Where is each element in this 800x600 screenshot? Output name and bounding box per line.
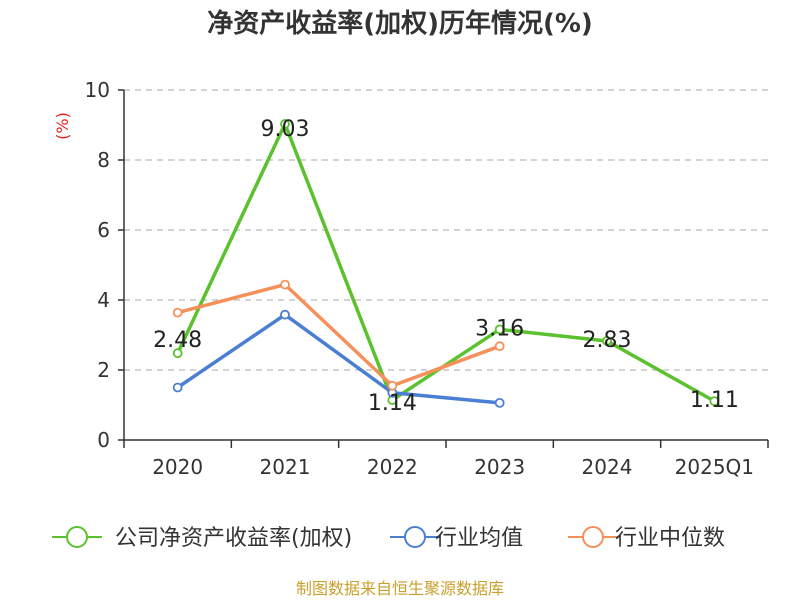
series-line-1 bbox=[175, 312, 502, 405]
data-label-2020: 2.48 bbox=[153, 328, 202, 353]
series-0-point-2023 bbox=[494, 324, 505, 335]
legend-marker-2 bbox=[582, 526, 604, 548]
series-1-point-2020 bbox=[172, 382, 183, 393]
data-label-2025Q1: 1.11 bbox=[690, 388, 739, 413]
y-tick-label-0: 0 bbox=[97, 428, 110, 452]
legend-marker-0 bbox=[66, 526, 88, 548]
x-tick-label-2023: 2023 bbox=[474, 455, 525, 479]
series-lines bbox=[172, 119, 720, 408]
y-tick-label-4: 4 bbox=[97, 288, 110, 312]
y-tick-label-6: 6 bbox=[97, 218, 110, 242]
axes: 0 2 4 6 8 10 2020 2021 2022 2023 2024 2025Q1 bbox=[85, 78, 769, 479]
y-tick-label-8: 8 bbox=[97, 148, 110, 172]
data-label-2024: 2.83 bbox=[583, 328, 632, 353]
series-0-point-2024 bbox=[602, 336, 612, 346]
data-label-2023: 3.16 bbox=[475, 316, 524, 341]
x-tick-label-2021: 2021 bbox=[260, 455, 311, 479]
series-2-point-2020 bbox=[172, 307, 183, 318]
series-2-point-2021 bbox=[280, 279, 290, 290]
y-tick-label-2: 2 bbox=[97, 358, 110, 382]
legend-label-0: 公司净资产收益率(加权) bbox=[115, 526, 352, 551]
legend: 公司净资产收益率(加权) 行业均值 行业中位数 bbox=[52, 526, 725, 551]
y-tick-label-10: 10 bbox=[85, 78, 110, 102]
x-tick-label-2020: 2020 bbox=[152, 455, 203, 479]
legend-label-1: 行业均值 bbox=[435, 526, 523, 551]
data-label-2021: 9.03 bbox=[261, 117, 310, 142]
y-axis-label: (%) bbox=[53, 112, 72, 140]
grid-lines bbox=[124, 89, 768, 371]
legend-marker-1 bbox=[404, 526, 426, 548]
data-labels: 2.48 9.03 1.14 3.16 2.83 1.11 bbox=[153, 117, 739, 416]
x-tick-label-2024: 2024 bbox=[582, 455, 633, 479]
legend-label-2: 行业中位数 bbox=[615, 526, 725, 551]
series-1-point-2021 bbox=[280, 309, 290, 320]
chart-title: 净资产收益率(加权)历年情况(%) bbox=[207, 8, 593, 39]
series-0-point-2025Q1 bbox=[709, 396, 720, 407]
source-note: 制图数据来自恒生聚源数据库 bbox=[296, 579, 504, 598]
data-label-2022: 1.14 bbox=[368, 391, 417, 416]
x-tick-label-2022: 2022 bbox=[367, 455, 418, 479]
series-1-point-2023 bbox=[494, 397, 505, 408]
series-line-0 bbox=[175, 122, 717, 403]
series-line-2 bbox=[175, 282, 502, 388]
series-0-point-2020 bbox=[172, 348, 183, 359]
series-2-point-2022 bbox=[387, 380, 398, 391]
series-2-point-2023 bbox=[494, 341, 505, 352]
x-tick-label-2025Q1: 2025Q1 bbox=[675, 455, 754, 479]
series-0-point-2021 bbox=[280, 119, 290, 129]
